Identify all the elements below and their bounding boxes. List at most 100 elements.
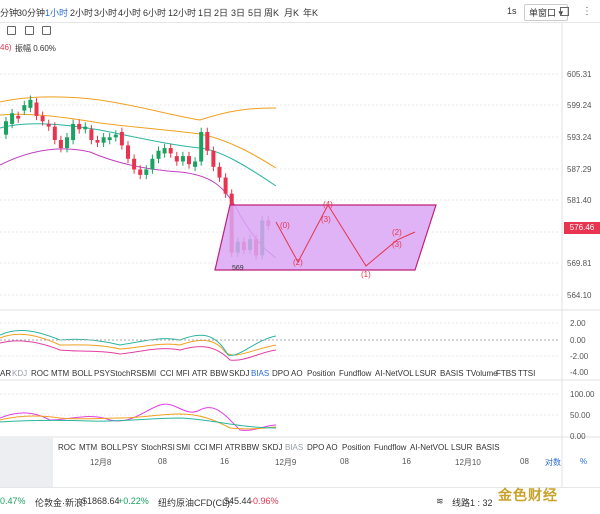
indicator-tab-dpo[interactable]: DPO <box>307 443 325 452</box>
indicator-tab-ttsi[interactable]: TTSI <box>518 369 536 378</box>
ticker-bar: 0.47% 伦敦金·新浪: $1868.64 +0.22% 纽约原油CFD(CL… <box>0 487 600 514</box>
ticker-oil-change: -0.96% <box>250 496 279 506</box>
timeframe-5[interactable]: 4小时 <box>118 8 142 18</box>
ticker-line-label[interactable]: 线路1 : 32 <box>452 498 493 508</box>
timeframe-1[interactable]: 30分钟 <box>17 8 46 18</box>
wave-label-3b: (3) <box>392 240 402 249</box>
indicator-tab-cci[interactable]: CCI <box>160 369 174 378</box>
screenshot-icon[interactable] <box>560 7 569 16</box>
indicator-tab-ao[interactable]: AO <box>291 369 303 378</box>
indicator-tab-mtm[interactable]: MTM <box>51 369 70 378</box>
delete-icon[interactable] <box>42 26 51 35</box>
indicator-tab-psy[interactable]: PSY <box>94 369 111 378</box>
indicator-tab-basis[interactable]: BASIS <box>440 369 464 378</box>
draw-tool-icon[interactable] <box>7 26 16 35</box>
indicator-tab-skdj[interactable]: SKDJ <box>229 369 250 378</box>
timeframe-10[interactable]: 3日 <box>231 8 246 18</box>
kd-tick: 0.00 <box>570 432 586 441</box>
indicator-tab-psy[interactable]: PSY <box>122 443 139 452</box>
indicator-tab-roc[interactable]: ROC <box>58 443 76 452</box>
log-scale-toggle[interactable]: 对数 <box>545 458 561 467</box>
indicator-tab-ai-netvol[interactable]: AI-NetVOL <box>410 443 449 452</box>
indicator-tab-smi[interactable]: SMI <box>176 443 191 452</box>
price-tick: 564.10 <box>567 291 592 300</box>
window-mode-label: 单窗口 <box>529 8 557 18</box>
indicator-tab-position[interactable]: Position <box>307 369 336 378</box>
candle <box>180 156 185 162</box>
more-icon[interactable]: ⋮ <box>582 6 592 17</box>
candle <box>77 123 82 130</box>
indicator-tab-mfi[interactable]: MFI <box>176 369 190 378</box>
indicator-tab-stochrsi[interactable]: StochRSI <box>110 369 144 378</box>
price-tick: 605.31 <box>567 70 592 79</box>
indicator-tabs-row1: AR KDJ ROC MTM BOLL PSY StochRSI SMI CCI MFI ATR BB… <box>0 369 560 380</box>
indicator-tab-ai-netvol[interactable]: AI-NetVOL <box>375 369 414 378</box>
indicator-tab-mfi[interactable]: MFI <box>209 443 223 452</box>
timeframe-14[interactable]: 年K <box>303 8 319 18</box>
indicator-tab-dpo[interactable]: DPO <box>272 369 290 378</box>
price-tick: 593.24 <box>567 133 592 142</box>
indicator-tab-stochrsi[interactable]: StochRSI <box>141 443 175 452</box>
candle <box>150 158 155 170</box>
indicator-tab-ftbs[interactable]: FTBS <box>496 369 517 378</box>
indicator-tab-boll[interactable]: BOLL <box>72 369 93 378</box>
candle <box>107 137 112 141</box>
indicator-tab-position[interactable]: Position <box>342 443 371 452</box>
timeframe-4[interactable]: 3小时 <box>94 8 118 18</box>
candle <box>217 166 222 178</box>
indicator-tab-fundflow[interactable]: Fundflow <box>339 369 372 378</box>
wave-label-0: (0) <box>280 221 290 230</box>
indicator-tab-ao[interactable]: AO <box>326 443 338 452</box>
indicator-tab-basis[interactable]: BASIS <box>476 443 500 452</box>
timeframe-11[interactable]: 5日 <box>248 8 263 18</box>
indicator-tab-boll[interactable]: BOLL <box>101 443 122 452</box>
candle <box>101 137 106 143</box>
indicator-tab-bias[interactable]: BIAS <box>285 443 304 452</box>
interval-value[interactable]: 1s <box>507 6 517 16</box>
ma-slow <box>0 113 277 169</box>
timeframe-12[interactable]: 周K <box>264 8 280 18</box>
candle <box>223 177 228 194</box>
percent-scale-toggle[interactable]: % <box>580 457 588 466</box>
indicator-tab-lsur[interactable]: LSUR <box>451 443 473 452</box>
indicator-tab-lsur[interactable]: LSUR <box>415 369 437 378</box>
date-label: 12月9 <box>275 458 297 467</box>
wave-label-3a: (3) <box>321 215 331 224</box>
osc-tick: 2.00 <box>570 319 586 328</box>
timeframe-13[interactable]: 月K <box>284 8 300 18</box>
candle <box>119 131 124 146</box>
timeframe-2[interactable]: 1小时 <box>45 8 69 18</box>
candle <box>52 126 57 141</box>
candle <box>34 102 39 116</box>
indicator-tab-atr[interactable]: ATR <box>225 443 241 452</box>
indicator-tabs-row2: ROC MTM BOLL PSY StochRSI SMI CCI MFI ATR BBW SKDJ… <box>0 443 560 454</box>
candle <box>22 105 27 111</box>
indicator-tab-tvolume[interactable]: TVolume <box>466 369 498 378</box>
indicator-tab-ar[interactable]: AR <box>0 369 12 378</box>
timeframe-8[interactable]: 1日 <box>198 8 213 18</box>
date-label: 16 <box>402 457 411 466</box>
timeframe-9[interactable]: 2日 <box>214 8 229 18</box>
timeframe-bar: 分钟 30分钟 1小时 2小时 3小时 4小时 6小时 12小时 1日 2日 3日 5日 周K 月K 年K <box>0 0 600 23</box>
timeframe-6[interactable]: 6小时 <box>143 8 167 18</box>
indicator-tab-fundflow[interactable]: Fundflow <box>374 443 407 452</box>
indicator-tab-skdj[interactable]: SKDJ <box>262 443 283 452</box>
wave-label-1: (1) <box>361 270 371 279</box>
timeframe-0[interactable]: 分钟 <box>0 8 19 18</box>
timeframe-3[interactable]: 2小时 <box>70 8 94 18</box>
timeframe-7[interactable]: 12小时 <box>168 8 197 18</box>
indicator-tab-cci[interactable]: CCI <box>194 443 208 452</box>
indicator-tab-kdj[interactable]: KDJ <box>12 369 28 378</box>
indicator-tab-bbw[interactable]: BBW <box>241 443 260 452</box>
indicator-tab-atr[interactable]: ATR <box>192 369 208 378</box>
amplitude-label: 振幅 0.60% <box>15 44 56 53</box>
candle <box>16 115 21 119</box>
indicator-tab-bias[interactable]: BIAS <box>251 369 270 378</box>
indicator-tab-mtm[interactable]: MTM <box>79 443 98 452</box>
indicator-tab-bbw[interactable]: BBW <box>210 369 229 378</box>
tool-row <box>0 22 600 40</box>
indicator-tab-smi[interactable]: SMI <box>142 369 157 378</box>
settings-icon[interactable] <box>25 26 34 35</box>
indicator-tab-roc[interactable]: ROC <box>31 369 49 378</box>
